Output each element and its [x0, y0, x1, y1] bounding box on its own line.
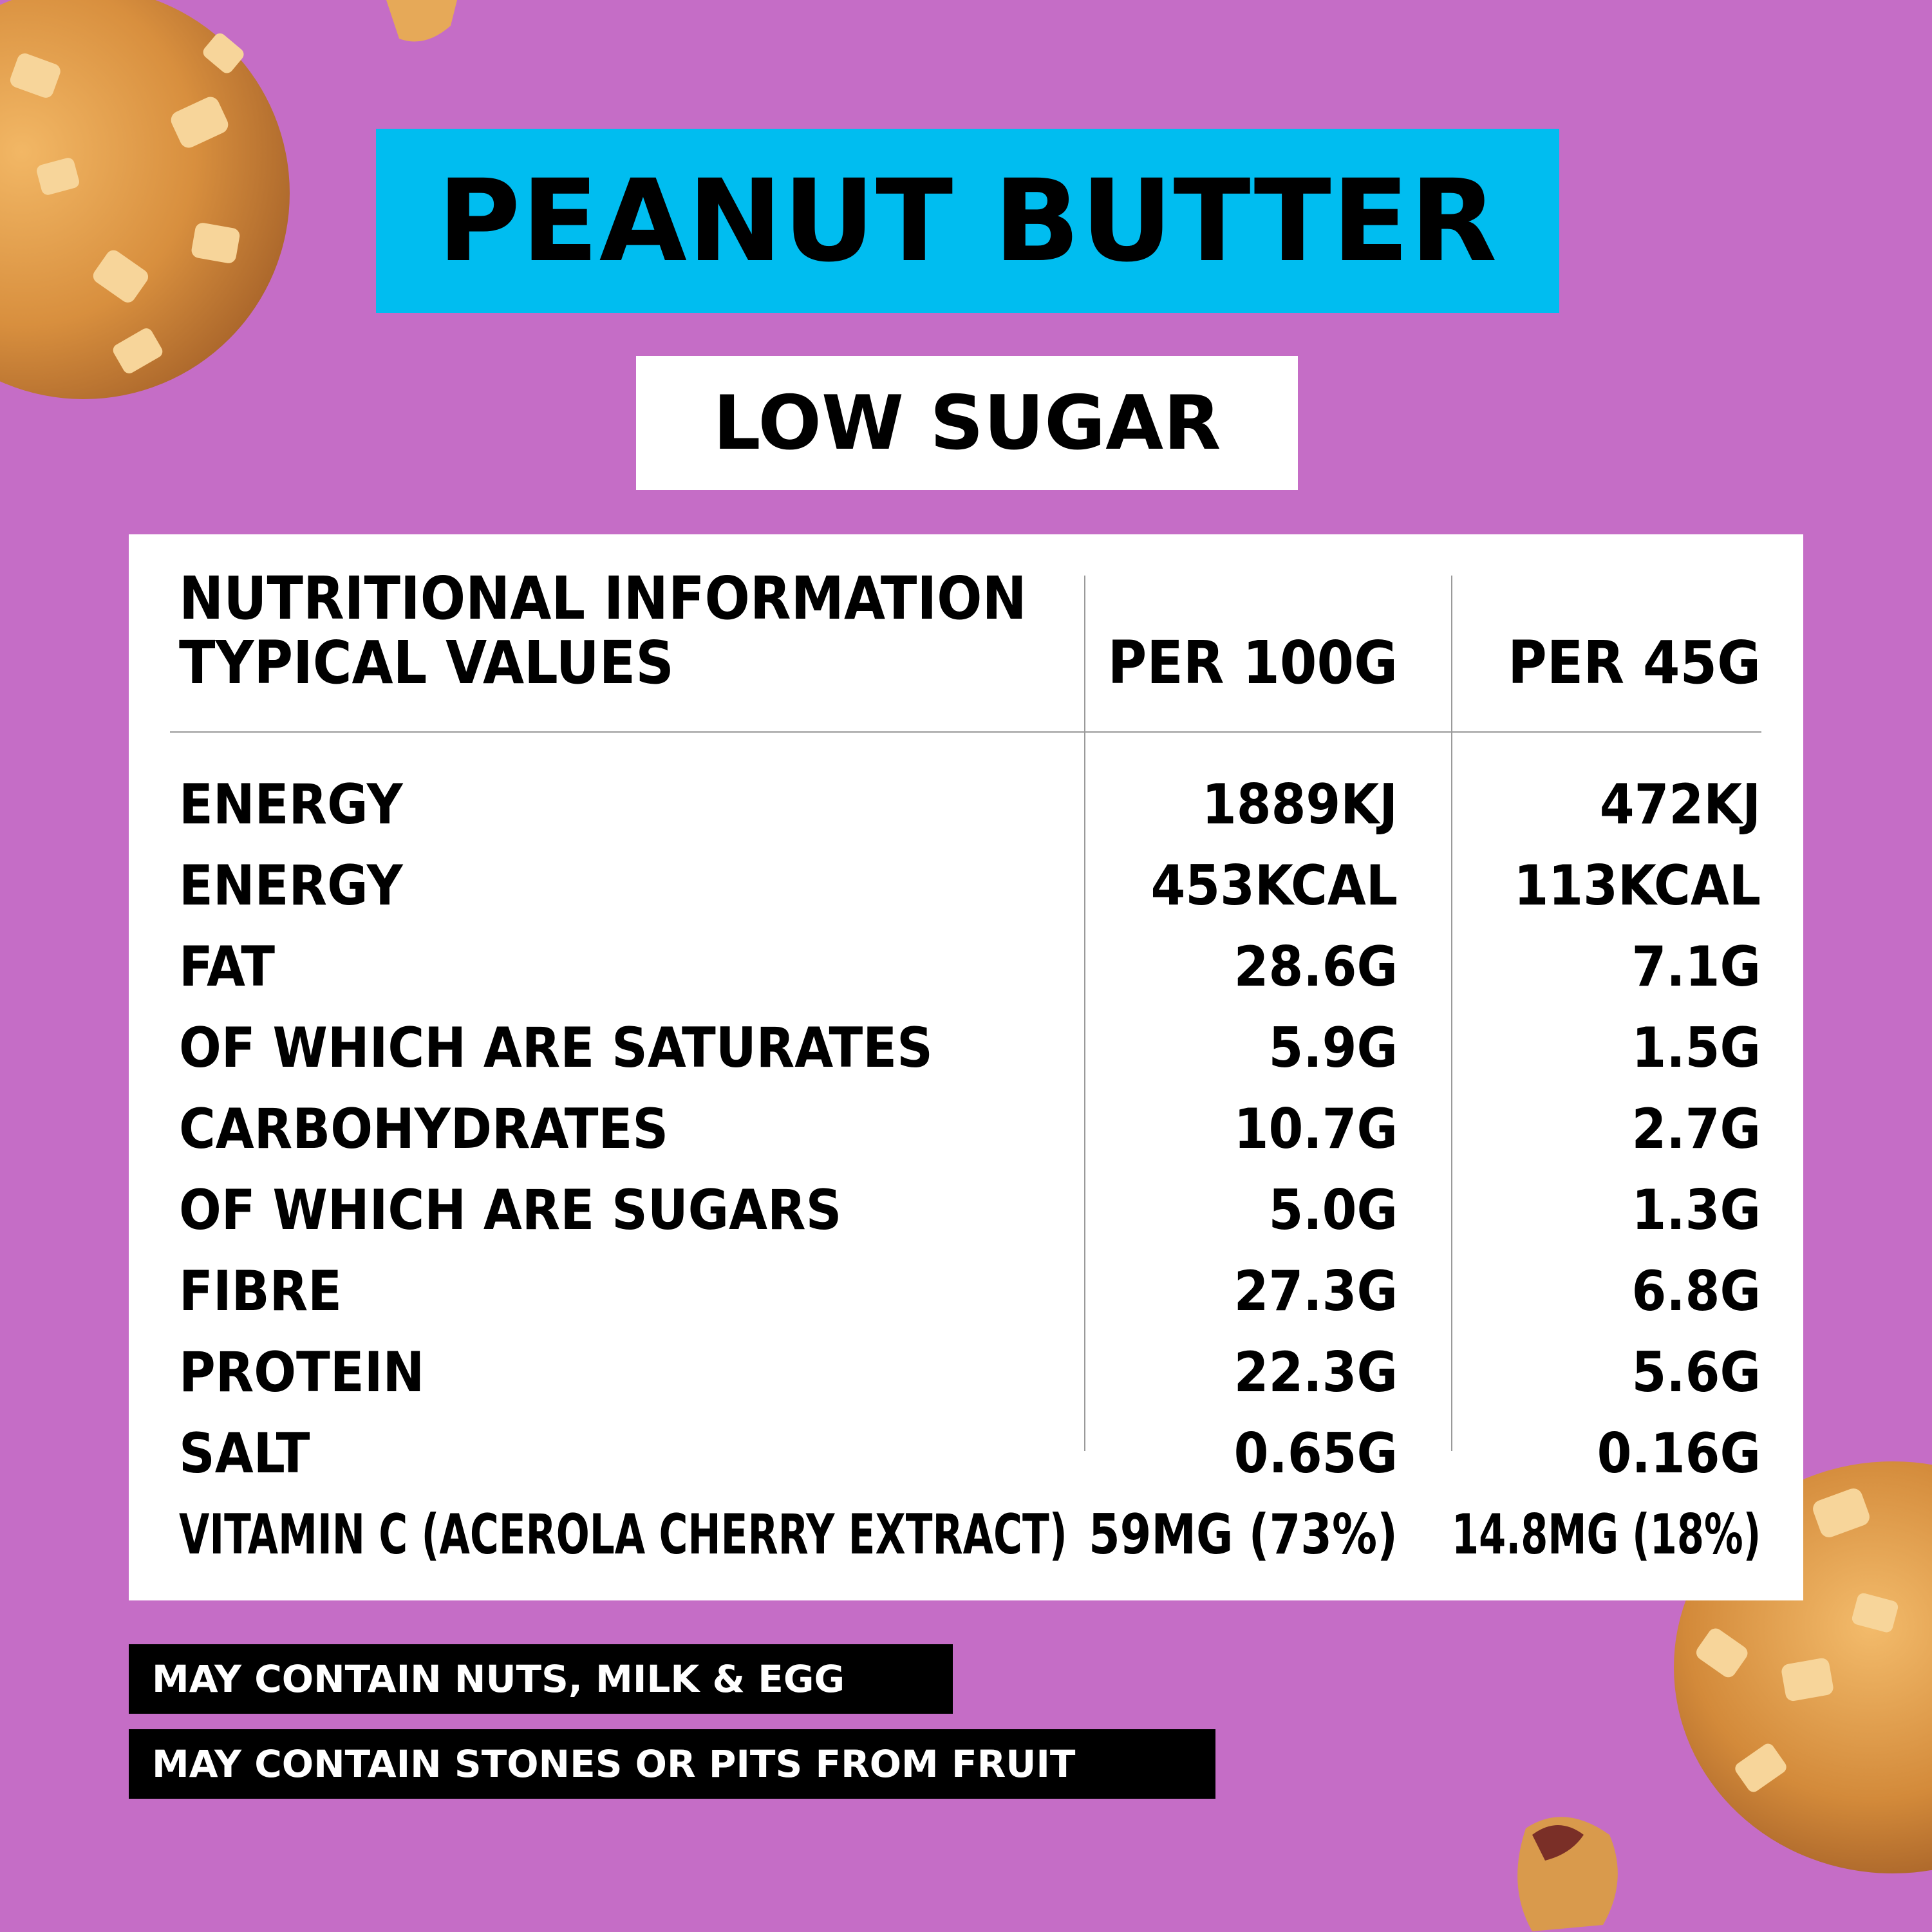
allergen-warning-prefix: MAY CONTAIN — [152, 1657, 455, 1701]
value-per-100g: 27.3G — [1233, 1259, 1398, 1324]
value-per-45g: 1.5G — [1631, 1016, 1761, 1080]
value-per-100g: 1889KJ — [1201, 773, 1398, 837]
product-title: PEANUT BUTTER — [437, 155, 1498, 287]
product-subtitle: LOW SUGAR — [713, 379, 1221, 467]
header-divider — [170, 731, 1761, 733]
value-per-100g: 59MG (73%) — [1089, 1503, 1398, 1567]
peanut-ball-top-left — [0, 0, 290, 399]
fruit-pit-warning-text: MAY CONTAIN STONES OR PITS FROM FRUIT — [152, 1742, 1076, 1786]
value-per-45g: 6.8G — [1631, 1259, 1761, 1324]
subtitle-banner: LOW SUGAR — [636, 356, 1298, 490]
allergen-warning-allergens: NUTS, MILK & EGG — [454, 1657, 845, 1701]
nutrient-name: CARBOHYDRATES — [179, 1097, 669, 1161]
nutrient-name: ENERGY — [179, 773, 403, 837]
value-per-45g: 14.8MG (18%) — [1451, 1503, 1761, 1567]
nutrient-name: SALT — [179, 1421, 310, 1486]
value-per-45g: 113KCAL — [1514, 854, 1761, 918]
column-divider-b — [1451, 576, 1452, 1451]
value-per-45g: 1.3G — [1631, 1178, 1761, 1243]
allergen-warning: MAY CONTAIN NUTS, MILK & EGG — [129, 1644, 953, 1714]
value-per-100g: 22.3G — [1233, 1340, 1398, 1405]
nutrient-name: ENERGY — [179, 854, 403, 918]
peanut-chunk-bottom — [1517, 1817, 1618, 1931]
nutrient-name: FIBRE — [179, 1259, 342, 1324]
nutrient-name: OF WHICH ARE SATURATES — [179, 1016, 933, 1080]
column-header-per-100g: PER 100G — [1107, 628, 1398, 697]
column-header-per-45g: PER 45G — [1508, 628, 1761, 697]
nutrient-name: FAT — [179, 935, 275, 999]
value-per-100g: 10.7G — [1233, 1097, 1398, 1161]
title-banner: PEANUT BUTTER — [376, 129, 1559, 313]
value-per-45g: 2.7G — [1631, 1097, 1761, 1161]
column-divider-a — [1084, 576, 1085, 1451]
value-per-100g: 28.6G — [1233, 935, 1398, 999]
value-per-100g: 453KCAL — [1150, 854, 1398, 918]
nutrient-name: VITAMIN C (ACEROLA CHERRY EXTRACT) — [179, 1503, 1067, 1567]
nutrient-name: PROTEIN — [179, 1340, 425, 1405]
nutrient-name: OF WHICH ARE SUGARS — [179, 1178, 842, 1243]
value-per-45g: 472KJ — [1599, 773, 1761, 837]
fruit-pit-warning: MAY CONTAIN STONES OR PITS FROM FRUIT — [129, 1729, 1215, 1799]
nutrition-table: NUTRITIONAL INFORMATION TYPICAL VALUES P… — [129, 534, 1803, 1600]
value-per-100g: 5.0G — [1268, 1178, 1398, 1243]
value-per-45g: 0.16G — [1597, 1421, 1761, 1486]
value-per-100g: 0.65G — [1233, 1421, 1398, 1486]
value-per-45g: 7.1G — [1631, 935, 1761, 999]
table-header-line2: TYPICAL VALUES — [179, 628, 674, 697]
value-per-100g: 5.9G — [1268, 1016, 1398, 1080]
value-per-45g: 5.6G — [1631, 1340, 1761, 1405]
table-header-line1: NUTRITIONAL INFORMATION — [179, 564, 1027, 633]
peanut-chunk-top — [386, 0, 457, 42]
